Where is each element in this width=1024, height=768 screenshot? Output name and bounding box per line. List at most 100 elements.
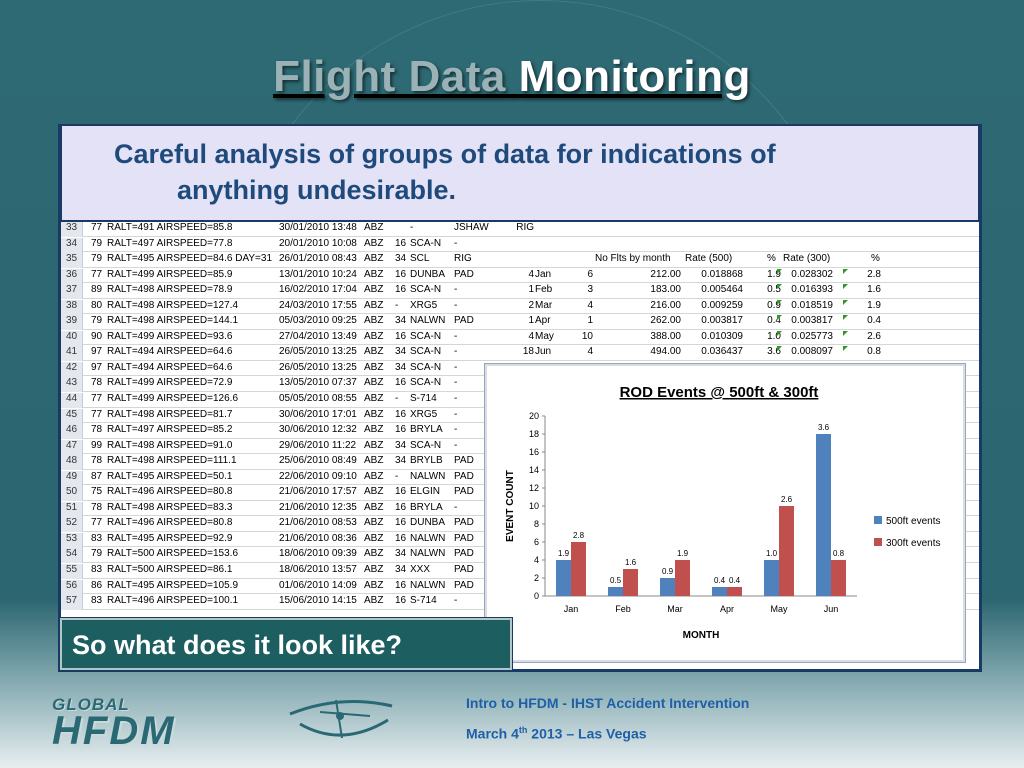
cell-b: RALT=497 AIRSPEED=77.8 [107,237,233,249]
cell-j: Feb [535,284,553,296]
cell-h: RIG [454,253,472,265]
cell-l: 494.00 [650,346,681,358]
cell-e: ABZ [364,284,384,296]
bar-500ft-mar [660,578,675,596]
cell-b: RALT=494 AIRSPEED=64.6 [107,361,233,373]
cell-i: 1 [528,315,534,327]
cell-a: 77 [91,393,103,405]
cell-h: - [454,424,458,436]
cell-f: 16 [395,377,407,389]
cell-b: RALT=499 AIRSPEED=85.9 [107,268,233,280]
cell-rn: 49 [61,470,83,486]
callout-line-1: Careful analysis of groups of data for i… [114,139,776,169]
cell-m: 0.009259 [701,299,743,311]
cell-e: ABZ [364,346,384,358]
cell-comment-marker [843,268,848,274]
bar-300ft-mar [675,560,690,596]
cell-n: 0.4 [767,315,781,327]
cell-d: 27/04/2010 13:49 [279,330,357,342]
cell-a: 99 [91,439,103,451]
cell-g: NALWN [410,470,446,482]
cell-a: 78 [91,424,103,436]
cell-b: RALT=499 AIRSPEED=126.6 [107,393,239,405]
cell-a: 78 [91,377,103,389]
cell-a: 97 [91,361,103,373]
cell-h: PAD [454,268,474,280]
spreadsheet-row: 41 97 RALT=494 AIRSPEED=64.6 26/05/2010 13:… [61,345,979,362]
cell-a: 79 [91,548,103,560]
bar-300ft-jan [571,542,586,596]
cell-g: NALWN [410,532,446,544]
y-tick-label: 10 [529,501,539,511]
cell-f: 16 [395,532,407,544]
cell-g: NALWN [410,315,446,327]
cell-o: 0.018519 [791,299,833,311]
cell-h: PAD [454,548,474,560]
cell-h: - [454,284,458,296]
cell-rn: 50 [61,486,83,502]
summary-header-rate300: Rate (300) [783,253,831,265]
bar-500ft-may [764,560,779,596]
footer-date-suffix: 2013 – Las Vegas [527,725,647,742]
cell-g: SCA-N [410,361,442,373]
legend-swatch-300ft [874,538,882,546]
cell-d: 18/06/2010 13:57 [279,564,357,576]
cell-p: 2.8 [867,268,881,280]
bar-data-label: 1.6 [625,558,637,567]
cell-h: PAD [454,470,474,482]
legend-label-300ft: 300ft events [886,538,940,549]
question-callout-text: So what does it look like? [72,630,403,660]
x-category-label: Jun [824,604,839,614]
cell-d: 26/01/2010 08:43 [279,253,357,265]
cell-rn: 51 [61,501,83,517]
cell-rn: 53 [61,532,83,548]
cell-a: 83 [91,532,103,544]
cell-b: RALT=498 AIRSPEED=83.3 [107,501,233,513]
cell-rn: 55 [61,564,83,580]
cell-j: Mar [535,299,553,311]
x-axis-label: MONTH [683,630,720,641]
cell-comment-marker [777,268,782,274]
chart-svg: ROD Events @ 500ft & 300ft 0 2 4 6 8 10 12 14 16 1… [505,384,940,641]
cell-d: 22/06/2010 09:10 [279,470,357,482]
cell-b: RALT=495 AIRSPEED=92.9 [107,532,233,544]
cell-f: 34 [395,439,407,451]
bar-data-label: 0.4 [714,576,726,585]
cell-h: - [454,595,458,607]
cell-h: - [454,237,458,249]
footer-event-line: Intro to HFDM - IHST Accident Interventi… [466,695,750,711]
cell-j: May [535,330,554,342]
y-axis-label: EVENT COUNT [505,470,516,542]
cell-f: 34 [395,346,407,358]
cell-i: RIG [516,222,534,233]
cell-e: ABZ [364,377,384,389]
cell-g: S-714 [410,393,437,405]
cell-a: 78 [91,501,103,513]
cell-g: XRG5 [410,408,438,420]
cell-e: ABZ [364,579,384,591]
cell-b: RALT=496 AIRSPEED=80.8 [107,517,233,529]
cell-e: ABZ [364,315,384,327]
cell-e: ABZ [364,548,384,560]
cell-h: - [454,330,458,342]
cell-k: 4 [587,346,593,358]
summary-header-pct500: % [767,253,776,265]
bar-300ft-jun [831,560,846,596]
cell-rn: 34 [61,237,83,253]
cell-e: ABZ [364,268,384,280]
cell-rn: 37 [61,284,83,300]
cell-h: - [454,361,458,373]
cell-g: BRYLA [410,424,443,436]
cell-g: SCA-N [410,346,442,358]
bar-500ft-jun [816,434,831,596]
cell-e: ABZ [364,439,384,451]
cell-h: - [454,439,458,451]
cell-f: - [395,393,399,405]
cell-h: PAD [454,455,474,467]
cell-n: 0.5 [767,284,781,296]
cell-b: RALT=494 AIRSPEED=64.6 [107,346,233,358]
question-callout: So what does it look like? [59,617,513,671]
cell-d: 21/06/2010 12:35 [279,501,357,513]
cell-j: Jan [535,268,552,280]
cell-rn: 45 [61,408,83,424]
